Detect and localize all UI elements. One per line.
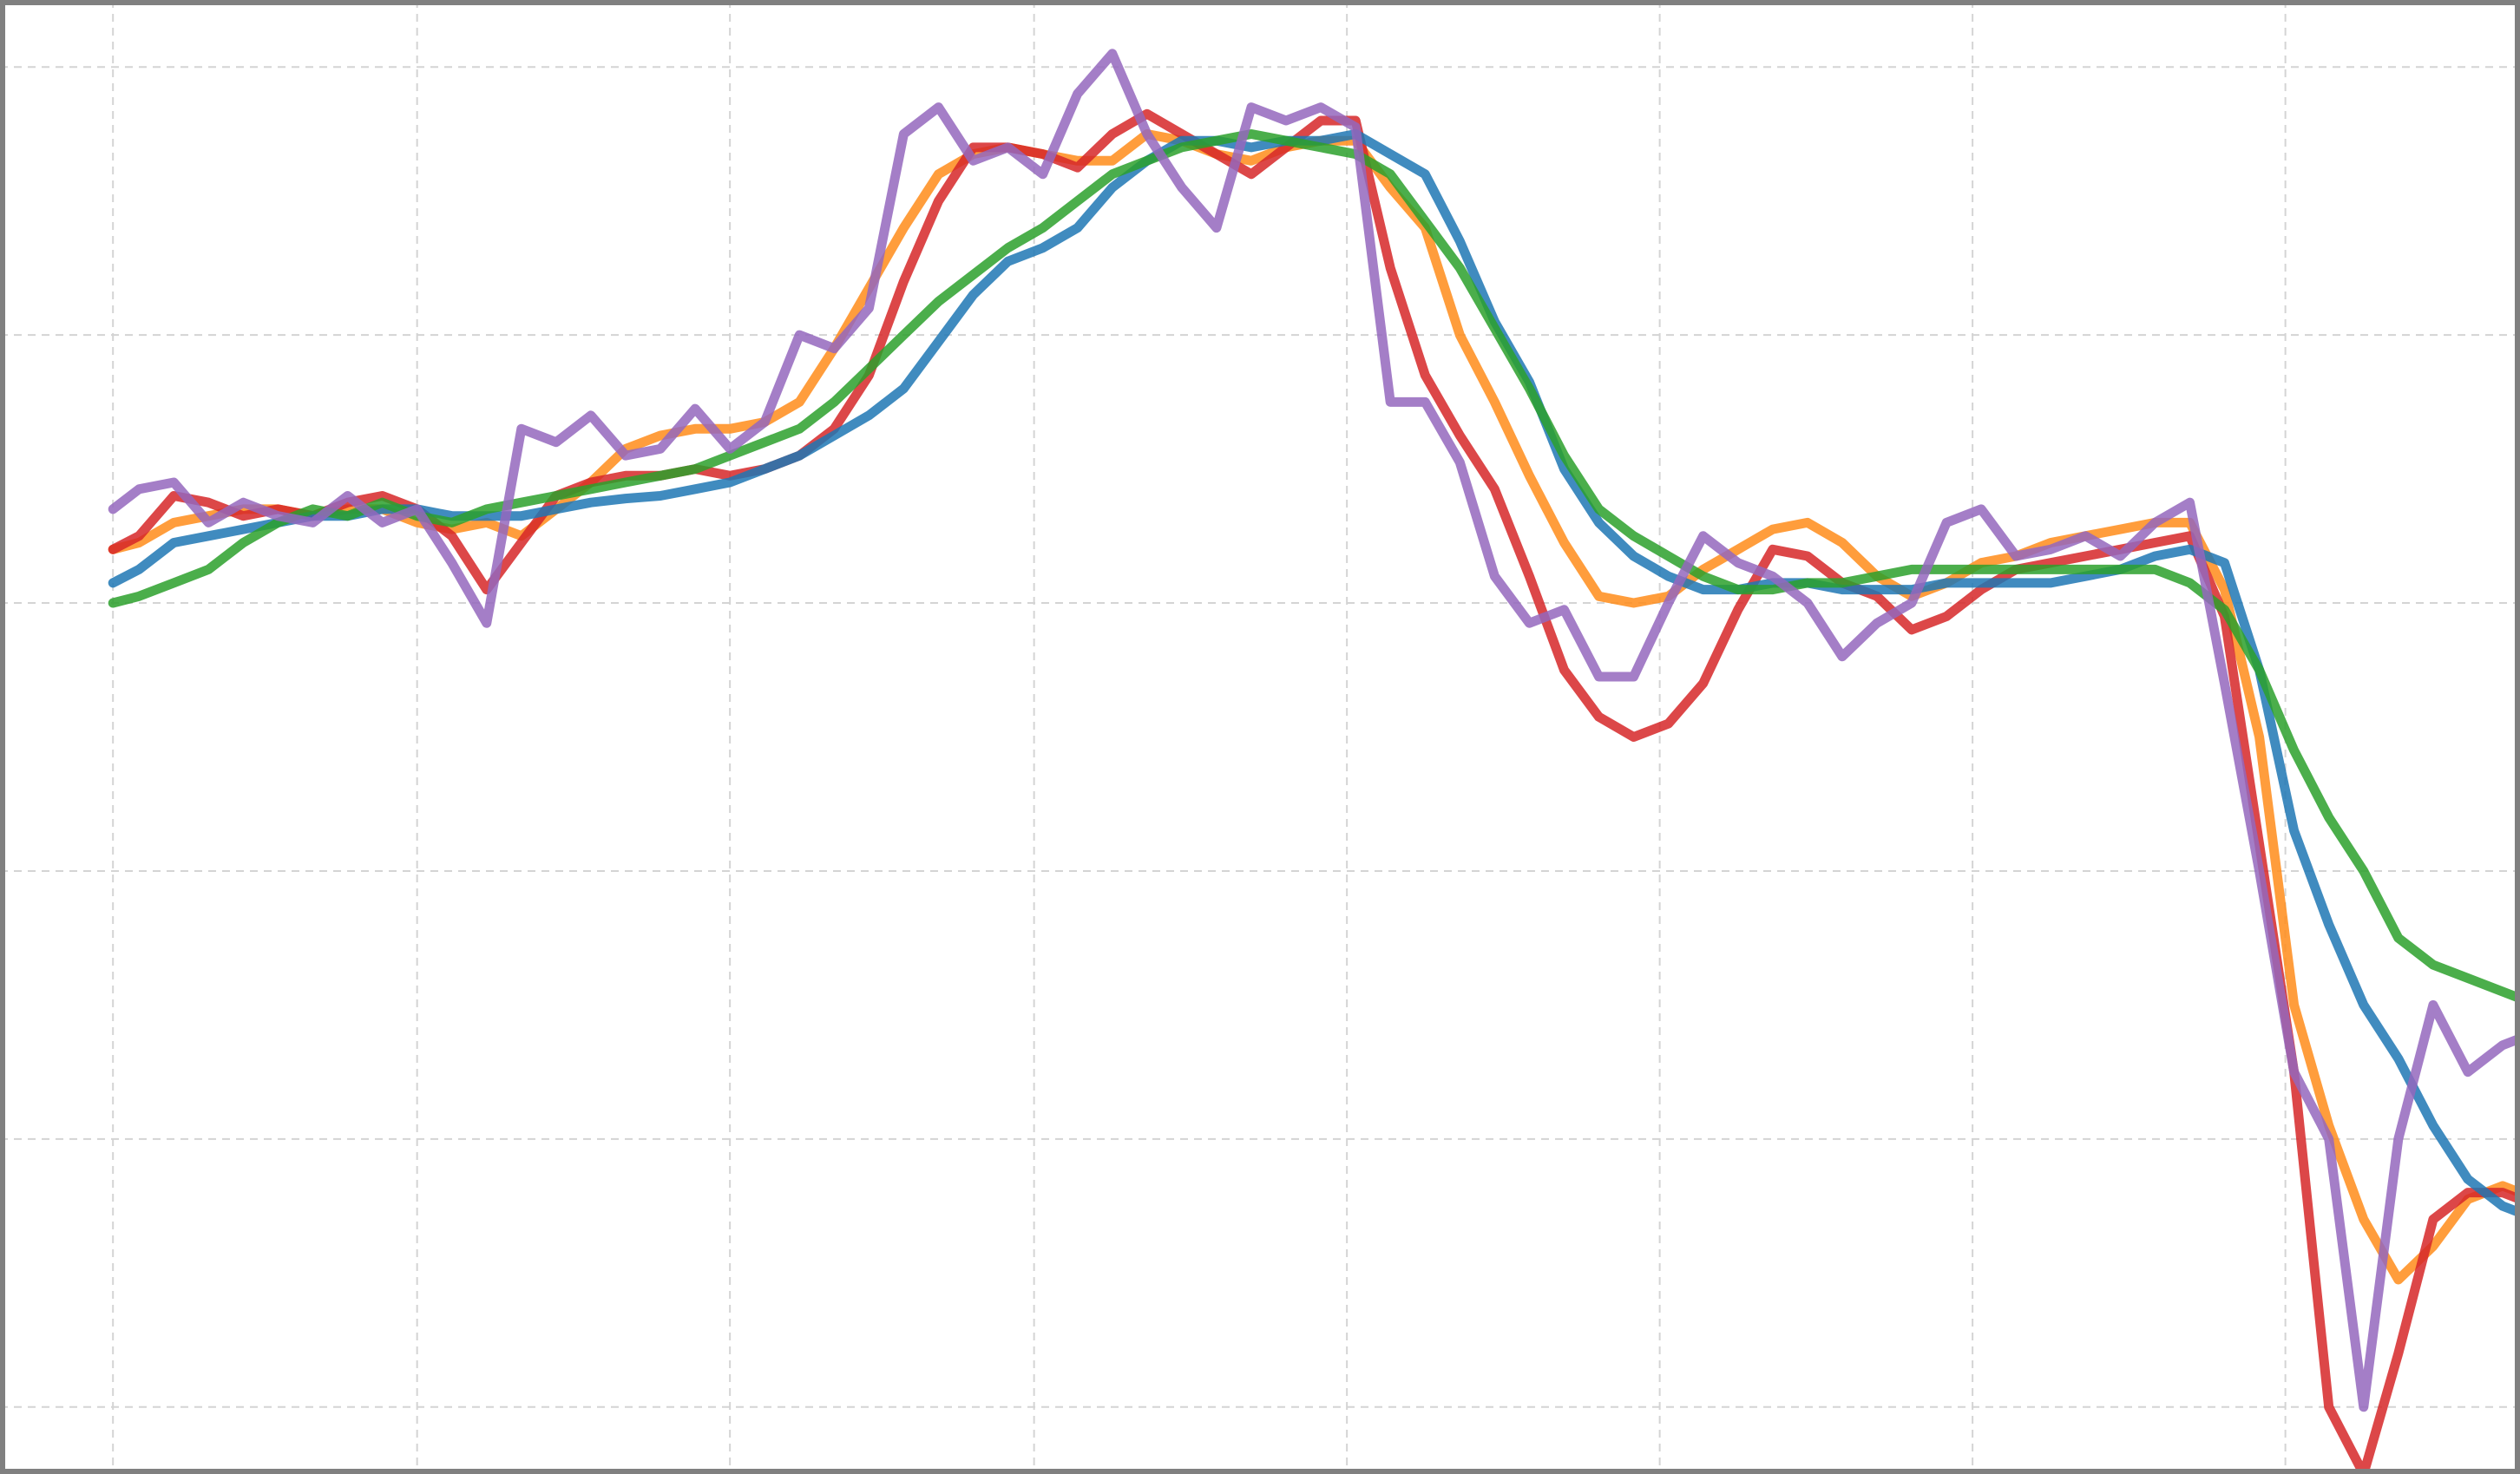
series-line-5 xyxy=(108,49,2520,1412)
series-layer xyxy=(108,49,2520,1474)
series-line-1 xyxy=(108,129,2520,1285)
series-line-4 xyxy=(108,129,2520,1004)
series-line-3 xyxy=(108,129,2520,1218)
series-line-2 xyxy=(108,108,2520,1474)
